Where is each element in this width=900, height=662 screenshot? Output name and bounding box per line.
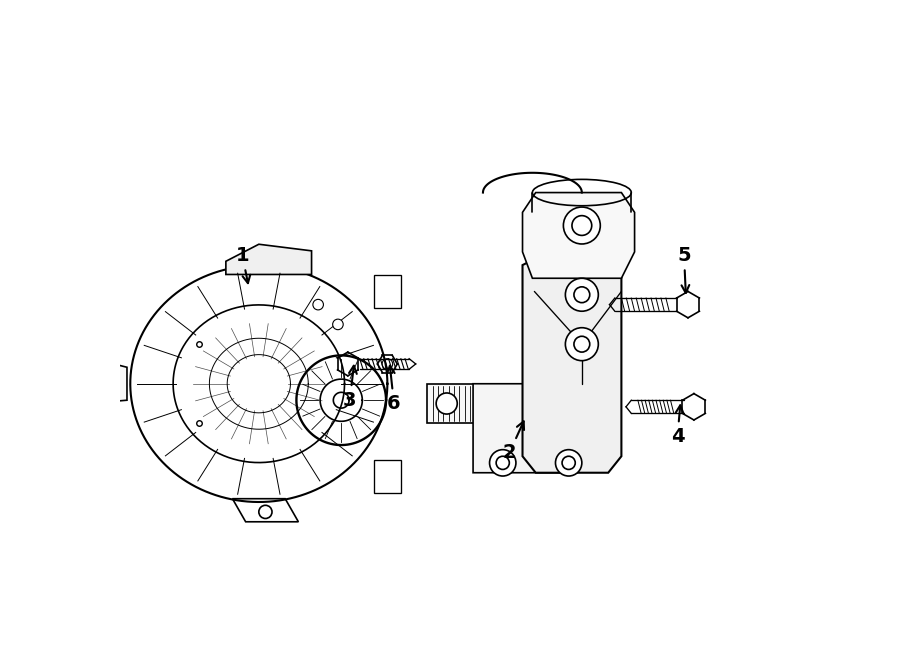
Polygon shape [523,193,634,278]
Circle shape [563,207,600,244]
Circle shape [572,216,591,236]
Text: 1: 1 [236,246,250,283]
Text: 4: 4 [670,405,684,446]
Circle shape [259,505,272,518]
Circle shape [565,278,599,311]
Circle shape [313,299,323,310]
Circle shape [333,319,343,330]
Text: 2: 2 [502,421,524,463]
Polygon shape [523,239,621,473]
Text: 5: 5 [677,246,691,293]
Circle shape [574,336,590,352]
Polygon shape [427,384,476,423]
Circle shape [436,393,457,414]
Circle shape [555,449,581,476]
Circle shape [565,328,599,361]
Text: 6: 6 [387,365,400,413]
Polygon shape [226,244,311,275]
Circle shape [562,456,575,469]
Text: 3: 3 [343,365,356,410]
Polygon shape [87,357,127,404]
Circle shape [496,456,509,469]
Polygon shape [473,384,595,473]
Circle shape [574,287,590,303]
Circle shape [490,449,516,476]
